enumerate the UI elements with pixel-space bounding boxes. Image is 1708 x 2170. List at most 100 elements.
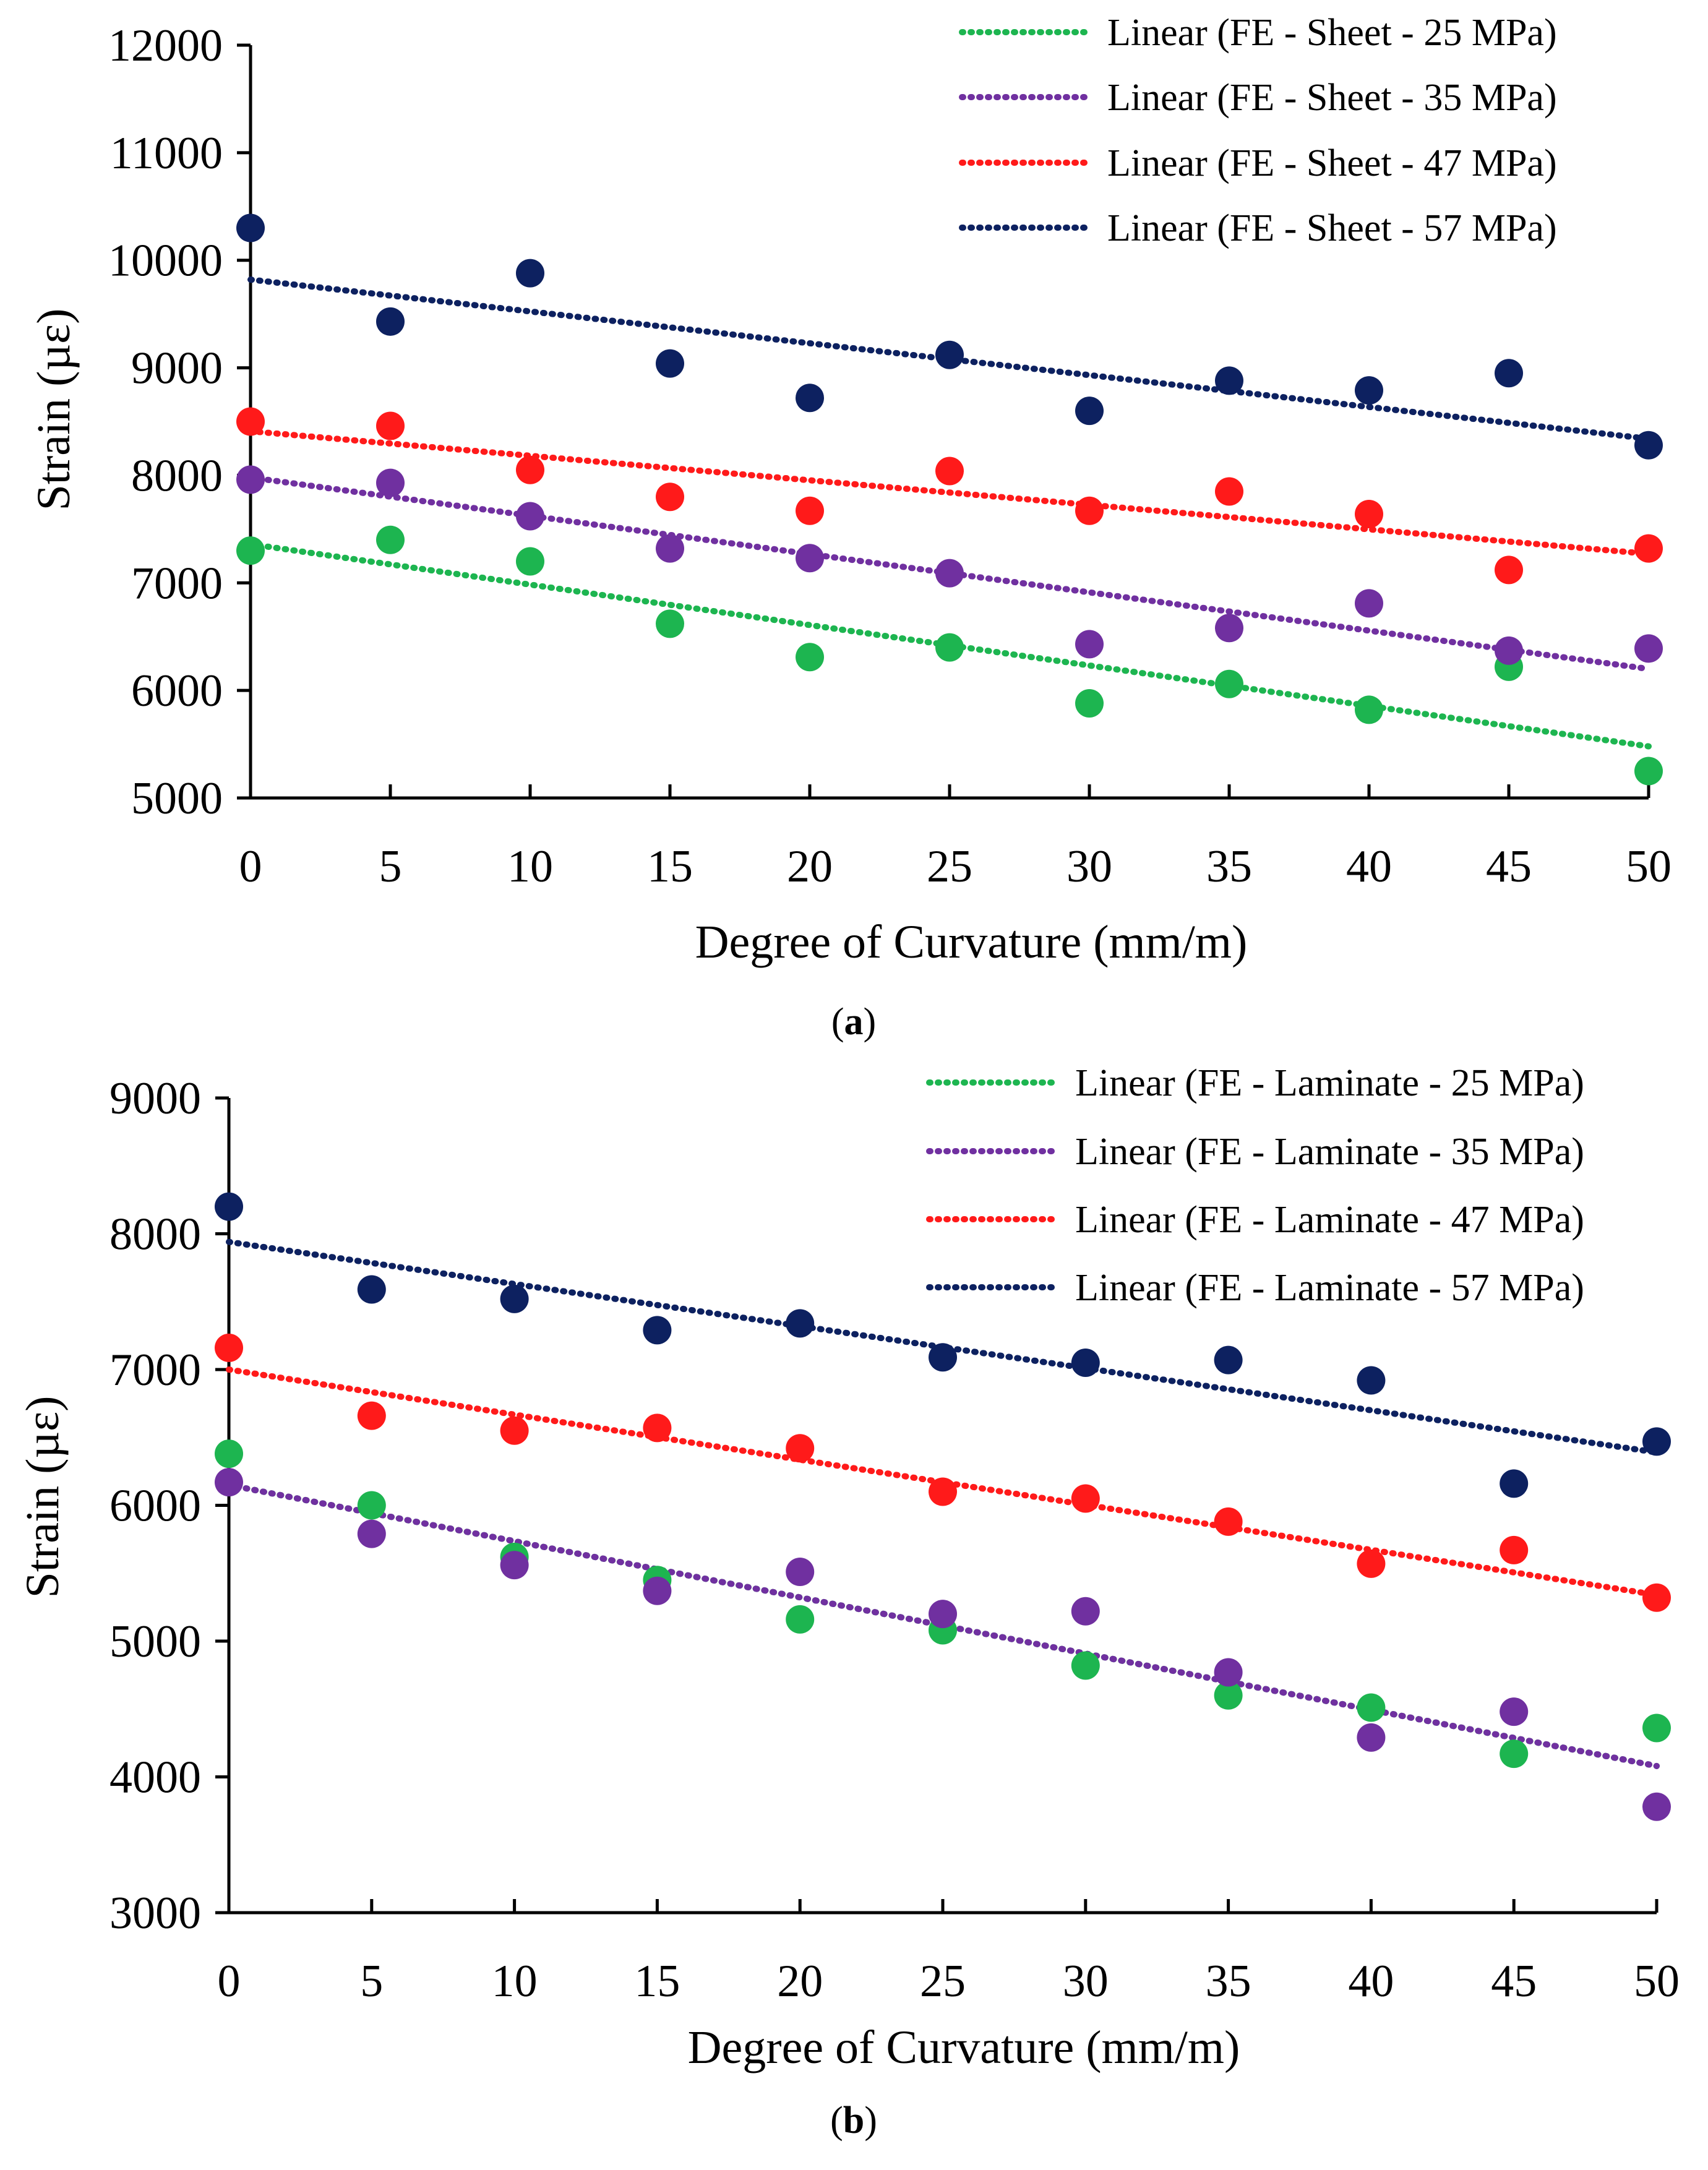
panel-b-point-series-1 [786, 1605, 815, 1634]
panel-b-point-series-1 [1214, 1681, 1243, 1710]
panel-b-point-series-2 [1357, 1723, 1386, 1752]
panel-a-x-tick-label: 0 [239, 841, 262, 892]
panel-a-point-series-3 [1215, 477, 1243, 506]
panel-a-point-series-2 [935, 559, 964, 588]
panel-b-point-series-2 [786, 1558, 815, 1587]
panel-b-legend-label-3: Linear (FE - Laminate - 47 MPa) [1075, 1199, 1584, 1241]
panel-a-x-tick-label: 35 [1206, 841, 1252, 892]
panel-b-point-series-3 [1071, 1484, 1100, 1513]
panel-b-caption: (b) [830, 2099, 877, 2142]
panel-b-point-series-4 [643, 1316, 672, 1345]
panel-b-y-tick-label: 5000 [109, 1616, 201, 1667]
panel-a-x-tick-label: 45 [1486, 841, 1532, 892]
panel-a-point-series-4 [1634, 431, 1663, 460]
panel-b-point-series-4 [1214, 1345, 1243, 1374]
panel-a-x-tick-label: 30 [1066, 841, 1112, 892]
panel-a-point-series-3 [935, 457, 964, 486]
panel-a-point-series-4 [656, 349, 684, 378]
panel-b-point-series-4 [786, 1309, 815, 1338]
panel-a-point-series-4 [516, 259, 544, 288]
panel-a-point-series-1 [796, 643, 824, 672]
panel-b-x-tick-label: 10 [492, 1956, 538, 2007]
panel-b-chart: 3000 4000 5000 6000 7000 8000 9000 0 5 10 15 20 25 30… [17, 1062, 1680, 2142]
panel-a-point-series-3 [1075, 496, 1104, 525]
panel-b-legend-label-4: Linear (FE - Laminate - 57 MPa) [1075, 1267, 1584, 1309]
panel-a-legend-label-1: Linear (FE - Sheet - 25 MPa) [1107, 12, 1557, 54]
panel-a-x-tick-label: 20 [787, 841, 833, 892]
panel-a-x-tick-label: 10 [507, 841, 553, 892]
panel-b-point-series-1 [357, 1491, 386, 1520]
panel-b-point-series-1 [1357, 1693, 1386, 1722]
panel-b-point-series-3 [643, 1413, 672, 1443]
panel-a-x-tick-label: 50 [1626, 841, 1672, 892]
panel-a-legend-label-4: Linear (FE - Sheet - 57 MPa) [1107, 207, 1557, 249]
panel-b-point-series-3 [786, 1434, 815, 1463]
panel-b-x-tick-label: 0 [218, 1956, 241, 2007]
panel-a-point-series-3 [1495, 555, 1523, 585]
panel-b-y-tick-label: 4000 [109, 1752, 201, 1803]
panel-a-point-series-2 [796, 544, 824, 573]
panel-b-x-tick-label: 20 [777, 1956, 823, 2007]
panel-b-point-series-4 [1642, 1427, 1671, 1456]
panel-a-x-tick-label: 15 [647, 841, 693, 892]
panel-a-point-series-3 [376, 411, 405, 440]
panel-a-point-series-2 [1215, 614, 1243, 643]
panel-a-point-series-3 [796, 496, 824, 525]
panel-b-point-series-2 [1500, 1697, 1529, 1726]
panel-a-point-series-2 [236, 465, 265, 494]
panel-b-point-series-2 [1214, 1658, 1243, 1687]
panel-b-legend-label-1: Linear (FE - Laminate - 25 MPa) [1075, 1062, 1584, 1104]
panel-a-trendline-series-3 [247, 428, 1652, 557]
panel-b-point-series-2 [929, 1600, 957, 1629]
panel-a-y-axis-title: Strain (µε) [28, 309, 80, 511]
panel-b-y-tick-label: 7000 [109, 1345, 201, 1396]
panel-b-x-tick-label: 40 [1348, 1956, 1394, 2007]
panel-b-point-series-3 [1357, 1549, 1386, 1578]
panel-b-point-series-1 [1642, 1713, 1671, 1743]
panel-b-x-tick-label: 50 [1634, 1956, 1680, 2007]
panel-b-y-tick-label: 3000 [109, 1888, 201, 1939]
panel-a-y-tick-label: 10000 [108, 236, 223, 286]
panel-a-point-series-2 [1355, 589, 1383, 618]
panel-a-point-series-2 [656, 534, 684, 563]
panel-a-caption-letter: a [844, 1001, 864, 1043]
panel-b-plot-area: 3000 4000 5000 6000 7000 8000 9000 0 5 10 15 20 25 30… [109, 1062, 1680, 2007]
panel-b-x-tick-label: 15 [634, 1956, 680, 2007]
panel-a-point-series-1 [236, 536, 265, 565]
panel-b-point-series-4 [215, 1192, 243, 1221]
panel-a-x-axis-title: Degree of Curvature (mm/m) [695, 916, 1248, 968]
panel-a-point-series-1 [1355, 695, 1383, 724]
panel-b-point-series-3 [500, 1416, 529, 1445]
panel-b-point-series-3 [1500, 1535, 1529, 1564]
panel-a-y-tick-label: 6000 [131, 666, 223, 716]
panel-b-point-series-2 [643, 1576, 672, 1605]
panel-b-point-series-3 [1214, 1507, 1243, 1536]
panel-b-y-axis-title: Strain (µε) [17, 1396, 69, 1598]
panel-a-caption: (a) [831, 1001, 876, 1043]
panel-b-point-series-2 [357, 1519, 386, 1548]
panel-a-point-series-1 [656, 609, 684, 638]
panel-a-y-tick-label: 9000 [131, 343, 223, 394]
panel-a-point-series-3 [516, 455, 544, 484]
panel-a-x-tick-label: 40 [1346, 841, 1392, 892]
panel-b-point-series-4 [1071, 1349, 1100, 1378]
panel-a-point-series-4 [935, 340, 964, 369]
panel-b-point-series-3 [357, 1401, 386, 1430]
panel-a-point-series-1 [1634, 757, 1663, 786]
panel-b-point-series-3 [1642, 1583, 1671, 1612]
panel-a-point-series-3 [236, 407, 265, 436]
panel-a-point-series-4 [1495, 359, 1523, 388]
panel-b-point-series-1 [1500, 1739, 1529, 1769]
panel-a-legend-label-2: Linear (FE - Sheet - 35 MPa) [1107, 77, 1557, 119]
panel-b-x-tick-label: 25 [920, 1956, 966, 2007]
panel-a-point-series-4 [1355, 376, 1383, 405]
panel-b-point-series-4 [1500, 1469, 1529, 1498]
panel-b-y-tick-label: 6000 [109, 1481, 201, 1532]
panel-b-x-tick-label: 30 [1063, 1956, 1109, 2007]
panel-b-point-series-4 [1357, 1366, 1386, 1395]
panel-a-y-tick-label: 8000 [131, 450, 223, 501]
panel-b-point-series-2 [215, 1468, 243, 1497]
panel-b-point-series-2 [500, 1551, 529, 1580]
panel-b-x-axis-title: Degree of Curvature (mm/m) [688, 2022, 1240, 2074]
panel-b-point-series-2 [1642, 1792, 1671, 1821]
